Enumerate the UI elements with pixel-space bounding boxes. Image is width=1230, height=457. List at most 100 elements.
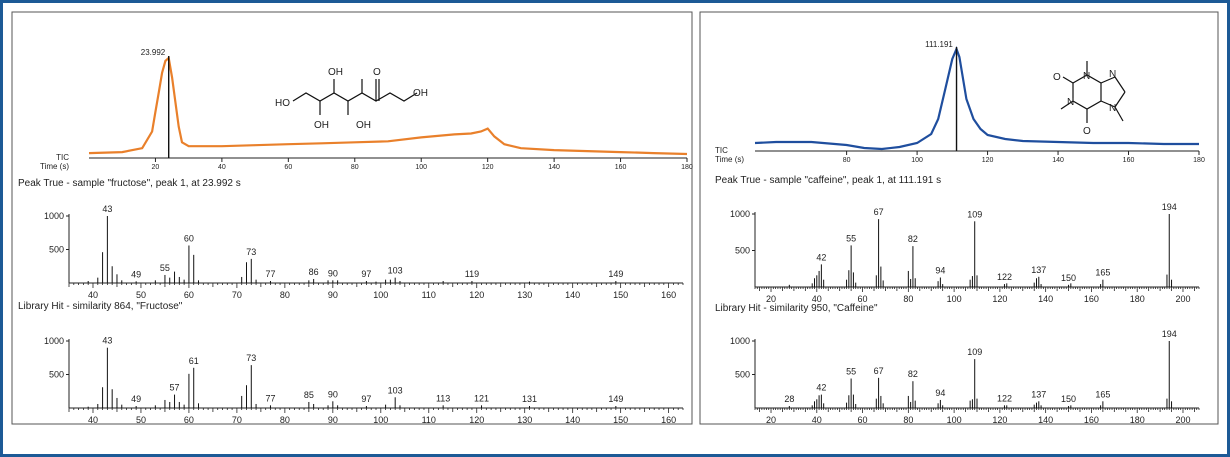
peak-label: 149 — [608, 269, 623, 279]
left-chrom-trace-label: TIC — [56, 153, 69, 162]
y-tick-label: 1000 — [44, 211, 64, 221]
left-sample-spectrum: 500 1000 40 50 60 70 80 90 100 110 120 130 140 150 160… — [44, 204, 684, 300]
peak-label: 67 — [874, 207, 884, 217]
x-tick-label: 180 — [1130, 294, 1145, 304]
x-tick-label: 40 — [88, 290, 98, 300]
right-chrom-xlabel: Time (s) — [715, 155, 744, 164]
peak-label: 77 — [265, 269, 275, 279]
x-tick-label: 130 — [517, 290, 532, 300]
peak-label: 137 — [1031, 389, 1046, 399]
caffeine-n-1: N — [1083, 71, 1090, 82]
peak-label: 86 — [309, 267, 319, 277]
peak-label: 82 — [908, 234, 918, 244]
peak-label: 42 — [816, 383, 826, 393]
peak-label: 97 — [361, 394, 371, 404]
peak-label: 57 — [170, 383, 180, 393]
left-chrom-tick-label: 100 — [415, 164, 427, 171]
peak-label: 103 — [388, 266, 403, 276]
x-tick-label: 60 — [184, 290, 194, 300]
peak-label: 113 — [436, 393, 450, 403]
x-tick-label: 120 — [469, 290, 484, 300]
x-tick-label: 60 — [858, 294, 868, 304]
x-tick-label: 200 — [1175, 415, 1190, 425]
fructose-ho: HO — [275, 98, 290, 109]
peak-label: 55 — [846, 367, 856, 377]
peak-label: 137 — [1031, 265, 1046, 275]
caffeine-o-1: O — [1053, 72, 1061, 83]
peak-label: 55 — [846, 233, 856, 243]
left-chrom-tick-label: 60 — [284, 164, 292, 171]
left-chrom-tick-label: 160 — [615, 164, 627, 171]
peak-label: 165 — [1095, 389, 1110, 399]
left-chromatogram: TIC Time (s) 23.992 20 40 60 80 100 120 140 160… — [40, 48, 693, 171]
x-tick-label: 100 — [947, 415, 962, 425]
peak-label: 73 — [246, 353, 256, 363]
x-tick-label: 90 — [328, 415, 338, 425]
x-tick-label: 80 — [280, 290, 290, 300]
x-tick-label: 160 — [1084, 294, 1099, 304]
peak-label: 49 — [131, 394, 141, 404]
peak-label: 73 — [246, 247, 256, 257]
left-chrom-tick-label: 40 — [218, 164, 226, 171]
peak-label: 94 — [935, 266, 945, 276]
x-tick-label: 50 — [136, 415, 146, 425]
peak-label: 94 — [935, 388, 945, 398]
x-tick-label: 140 — [1038, 415, 1053, 425]
peak-label: 90 — [328, 268, 338, 278]
right-chrom-tick-label: 180 — [1193, 157, 1205, 164]
peak-label: 131 — [522, 394, 537, 404]
left-chrom-tick-label: 120 — [482, 164, 494, 171]
x-tick-label: 200 — [1175, 294, 1190, 304]
left-chrom-tick-label: 20 — [152, 164, 160, 171]
peak-label: 119 — [465, 269, 479, 279]
x-tick-label: 100 — [373, 290, 388, 300]
x-tick-label: 60 — [858, 415, 868, 425]
x-tick-label: 140 — [565, 290, 580, 300]
peak-label: 150 — [1061, 273, 1076, 283]
right-chrom-tick-label: 80 — [843, 157, 851, 164]
left-chrom-tick-label: 140 — [548, 164, 560, 171]
gcms-figure: TIC Time (s) 23.992 20 40 60 80 100 120 140 160… — [11, 11, 1219, 425]
x-tick-label: 150 — [613, 290, 628, 300]
peak-label: 122 — [997, 393, 1012, 403]
fructose-oh-4: OH — [413, 88, 428, 99]
x-tick-label: 120 — [992, 294, 1007, 304]
right-chromatogram: TIC Time (s) 111.191 80 100 120 140 160 180 — [715, 40, 1205, 164]
right-chrom-tick-label: 160 — [1123, 157, 1135, 164]
right-chrom-tick-label: 100 — [911, 157, 923, 164]
x-tick-label: 50 — [136, 290, 146, 300]
x-tick-label: 180 — [1130, 415, 1145, 425]
y-tick-label: 500 — [49, 370, 64, 380]
fructose-o: O — [373, 67, 381, 78]
x-tick-label: 80 — [280, 415, 290, 425]
x-tick-label: 160 — [1084, 415, 1099, 425]
left-sample-title: Peak True - sample "fructose", peak 1, a… — [18, 178, 241, 189]
left-chrom-xlabel: Time (s) — [40, 162, 69, 171]
peak-label: 61 — [189, 356, 199, 366]
right-panel-border — [699, 11, 1219, 425]
x-tick-label: 150 — [613, 415, 628, 425]
caffeine-structure — [1060, 61, 1126, 123]
right-chrom-peak-label: 111.191 — [925, 40, 953, 49]
peak-label: 103 — [388, 385, 403, 395]
peak-label: 109 — [967, 347, 982, 357]
x-tick-label: 100 — [947, 294, 962, 304]
peak-label: 122 — [997, 272, 1012, 282]
left-chrom-tick-label: 180 — [681, 164, 693, 171]
peak-label: 194 — [1162, 329, 1177, 339]
peak-label: 97 — [361, 269, 371, 279]
caffeine-labels: O O N N N N — [1053, 69, 1116, 137]
right-sample-spectrum: 500 1000 20 40 60 80 100 120 140 160 180 200 42 55 67 8… — [730, 202, 1200, 304]
caffeine-n-3: N — [1109, 69, 1116, 80]
x-tick-label: 110 — [422, 290, 436, 300]
peak-label: 77 — [265, 393, 275, 403]
right-sample-title: Peak True - sample "caffeine", peak 1, a… — [715, 175, 941, 186]
peak-label: 67 — [874, 366, 884, 376]
x-tick-label: 70 — [232, 415, 242, 425]
caffeine-n-2: N — [1067, 97, 1074, 108]
peak-label: 28 — [784, 394, 794, 404]
y-tick-label: 1000 — [730, 209, 750, 219]
right-chrom-trace-label: TIC — [715, 146, 728, 155]
x-tick-label: 140 — [565, 415, 580, 425]
